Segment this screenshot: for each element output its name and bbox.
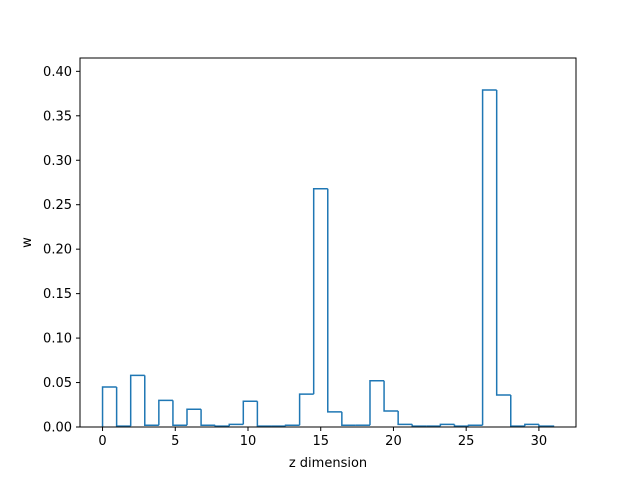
x-tick-label: 0	[98, 434, 106, 449]
y-tick-label: 0.15	[43, 287, 72, 302]
x-tick-label: 5	[171, 434, 179, 449]
histogram-bin-24	[439, 423, 455, 427]
x-axis-label: z dimension	[289, 456, 367, 471]
histogram-bin-14	[298, 393, 314, 426]
plot-area	[101, 89, 555, 427]
x-tick-label: 20	[385, 434, 402, 449]
y-tick-label: 0.40	[43, 65, 72, 80]
histogram-bin-19	[369, 380, 385, 426]
histogram-bin-28	[495, 90, 511, 396]
histogram-bin-13	[284, 424, 300, 427]
histogram-bin-29	[510, 394, 525, 427]
histogram-bin-16	[327, 188, 342, 413]
histogram-bin-9	[228, 423, 244, 427]
histogram-bin-1	[115, 386, 131, 427]
histogram-bin-4	[158, 399, 173, 426]
histogram-bin-30	[524, 423, 539, 427]
histogram-bin-15	[312, 187, 328, 395]
y-tick-label: 0.10	[43, 332, 72, 347]
histogram-bin-17	[341, 411, 356, 426]
y-tick-label: 0.35	[43, 109, 72, 124]
histogram-bin-8	[214, 425, 230, 427]
y-tick-label: 0.25	[43, 198, 72, 213]
histogram-bin-20	[383, 380, 399, 412]
y-tick-label: 0.20	[43, 243, 72, 258]
histogram-bin-25	[453, 424, 469, 427]
histogram-bin-11	[256, 401, 272, 427]
histogram-bin-21	[397, 411, 413, 426]
y-tick-label: 0.30	[43, 154, 72, 169]
histogram-bin-0	[101, 386, 117, 427]
histogram-bin-6	[186, 408, 202, 426]
axis-ticks: 0 5 10 15 20 25 30 0.00 0.05 0.10 0.15 0.20 0.25 0.30…	[43, 65, 547, 449]
histogram-bin-22	[411, 424, 427, 427]
y-tick-label: 0.05	[43, 376, 72, 391]
y-axis-label: w	[20, 237, 35, 248]
histogram-bin-2	[129, 374, 145, 427]
x-tick-label: 15	[312, 434, 329, 449]
x-tick-label: 25	[458, 434, 475, 449]
histogram-bin-10	[242, 400, 258, 425]
y-tick-label: 0.00	[43, 421, 72, 436]
histogram-bin-7	[200, 409, 216, 426]
axes-frame	[79, 57, 577, 428]
x-tick-label: 30	[531, 434, 548, 449]
histogram-bin-27	[481, 89, 497, 426]
histogram-bin-3	[144, 375, 159, 426]
histogram-bin-26	[467, 424, 483, 427]
x-tick-label: 10	[240, 434, 257, 449]
histogram-bin-5	[172, 400, 187, 426]
